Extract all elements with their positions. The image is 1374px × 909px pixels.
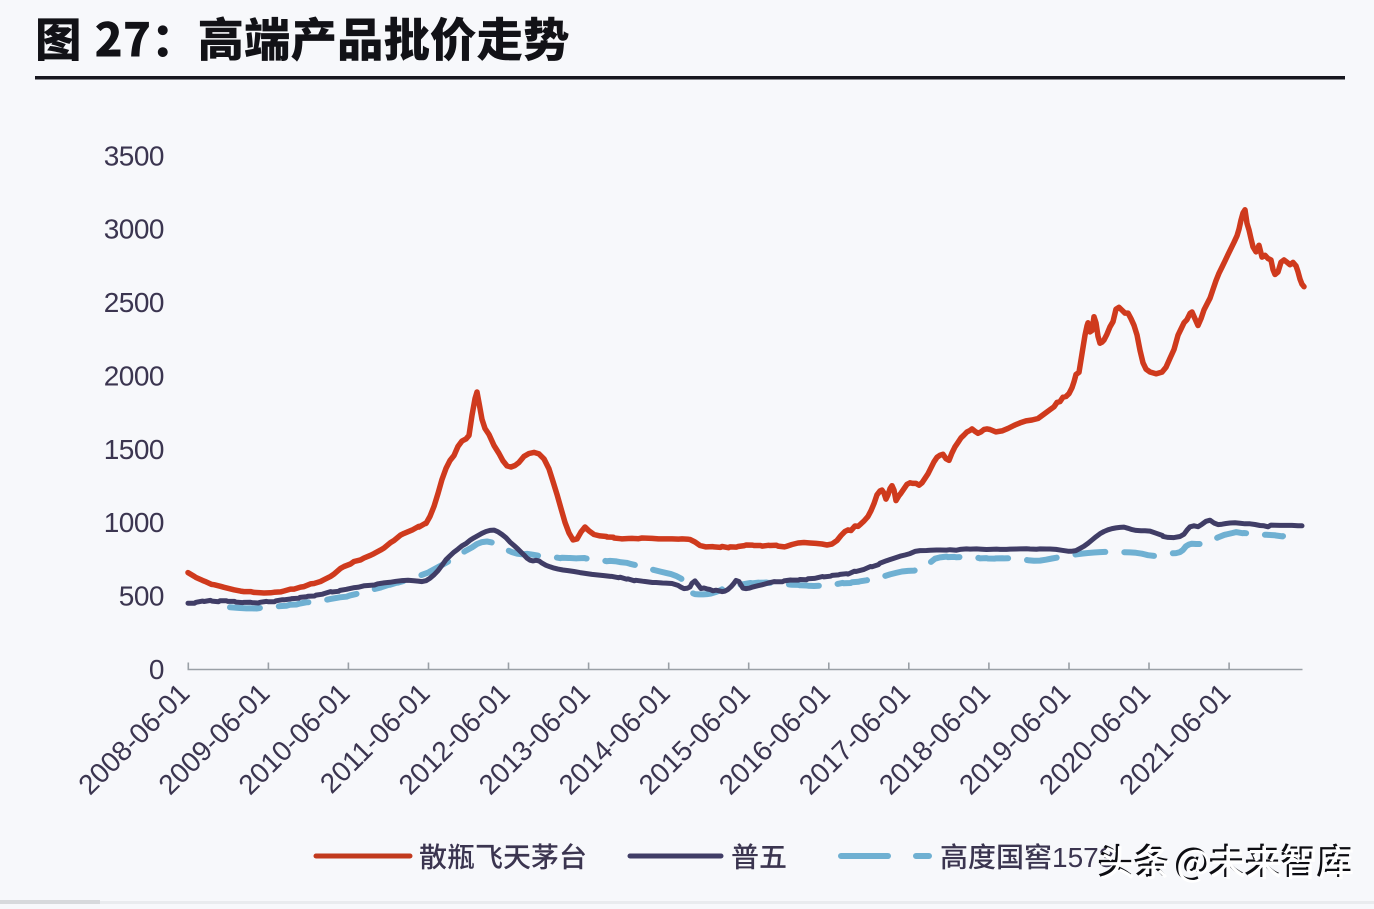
svg-text:2500: 2500 (104, 287, 164, 318)
svg-text:2000: 2000 (104, 361, 164, 392)
svg-text:0: 0 (149, 654, 164, 685)
svg-text:3500: 3500 (104, 140, 164, 171)
svg-text:1500: 1500 (104, 434, 164, 465)
svg-text:1000: 1000 (104, 507, 164, 538)
svg-text:3000: 3000 (104, 214, 164, 245)
svg-text:500: 500 (119, 581, 164, 612)
